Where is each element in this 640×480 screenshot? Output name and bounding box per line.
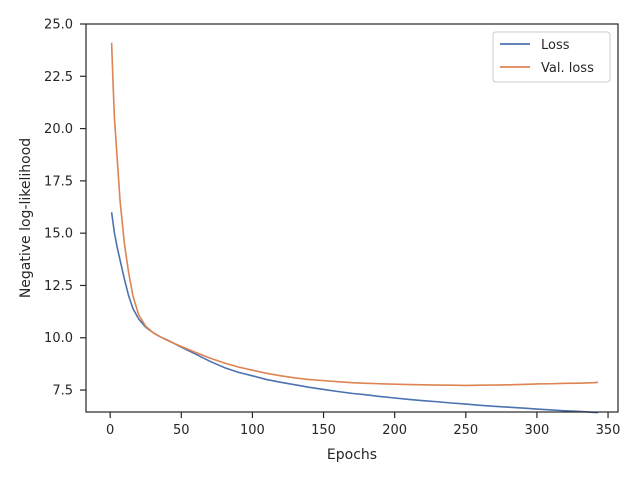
x-tick-label: 50	[173, 423, 190, 438]
y-tick-label: 12.5	[44, 279, 73, 294]
x-tick-label: 0	[106, 423, 114, 438]
x-tick-label: 350	[596, 423, 621, 438]
x-tick-label: 200	[382, 423, 407, 438]
y-tick-label: 15.0	[44, 227, 73, 242]
x-tick-label: 150	[311, 423, 336, 438]
y-tick-label: 25.0	[44, 18, 73, 33]
series-layer	[110, 42, 599, 414]
series-line-val-loss	[110, 42, 599, 387]
y-tick-label: 22.5	[44, 70, 73, 85]
legend: Loss Val. loss	[492, 31, 611, 83]
y-axis-label: Negative log-likelihood	[18, 138, 34, 298]
legend-label-val-loss: Val. loss	[541, 61, 594, 76]
tick-layer: 0 50 100 150 200 250 300 350 7.5 10.0 12.5 15.0 17.5…	[44, 18, 620, 439]
plot-frame	[85, 23, 619, 413]
y-tick-label: 10.0	[44, 331, 73, 346]
x-axis-label: Epochs	[327, 447, 377, 463]
x-tick-label: 100	[240, 423, 265, 438]
x-tick-label: 300	[525, 423, 550, 438]
y-tick-label: 17.5	[44, 174, 73, 189]
x-tick-label: 250	[453, 423, 478, 438]
y-tick-label: 7.5	[52, 384, 73, 399]
y-tick-label: 20.0	[44, 122, 73, 137]
legend-label-loss: Loss	[541, 38, 570, 53]
series-line-loss	[110, 212, 599, 414]
